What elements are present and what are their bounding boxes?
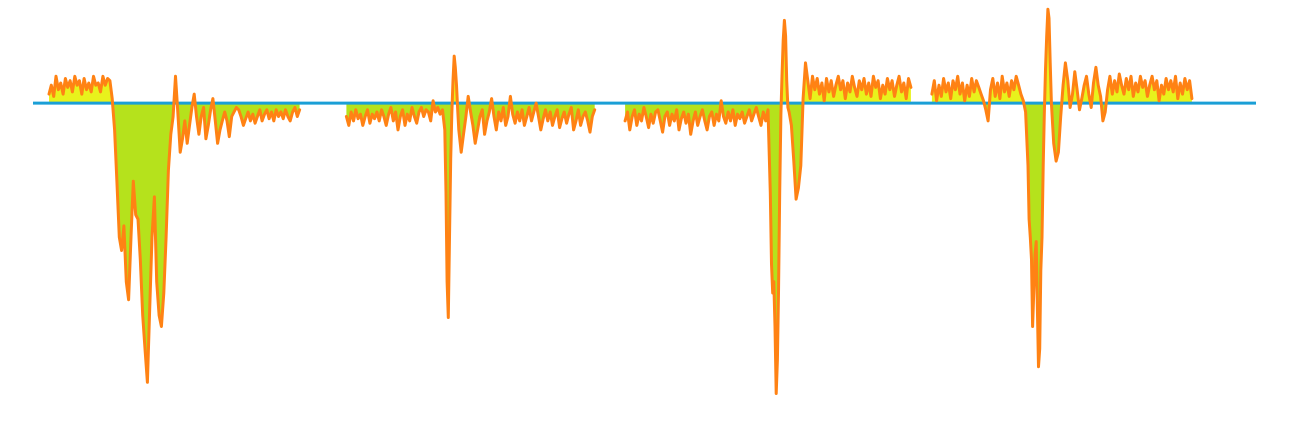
fill-below-segment-4-6 bbox=[1051, 103, 1062, 162]
series-line-segment-4 bbox=[930, 7, 1194, 369]
series-line-segment-3 bbox=[623, 18, 913, 395]
series-line-segment-2 bbox=[344, 54, 597, 319]
fill-below-segment-3-3 bbox=[721, 103, 782, 394]
series-lines bbox=[47, 7, 1194, 395]
fill-below-segment-3-1 bbox=[625, 103, 721, 135]
area-fills bbox=[49, 9, 1192, 394]
series-line-segment-1 bbox=[47, 74, 302, 384]
fill-below-segment-1-2 bbox=[112, 103, 174, 383]
